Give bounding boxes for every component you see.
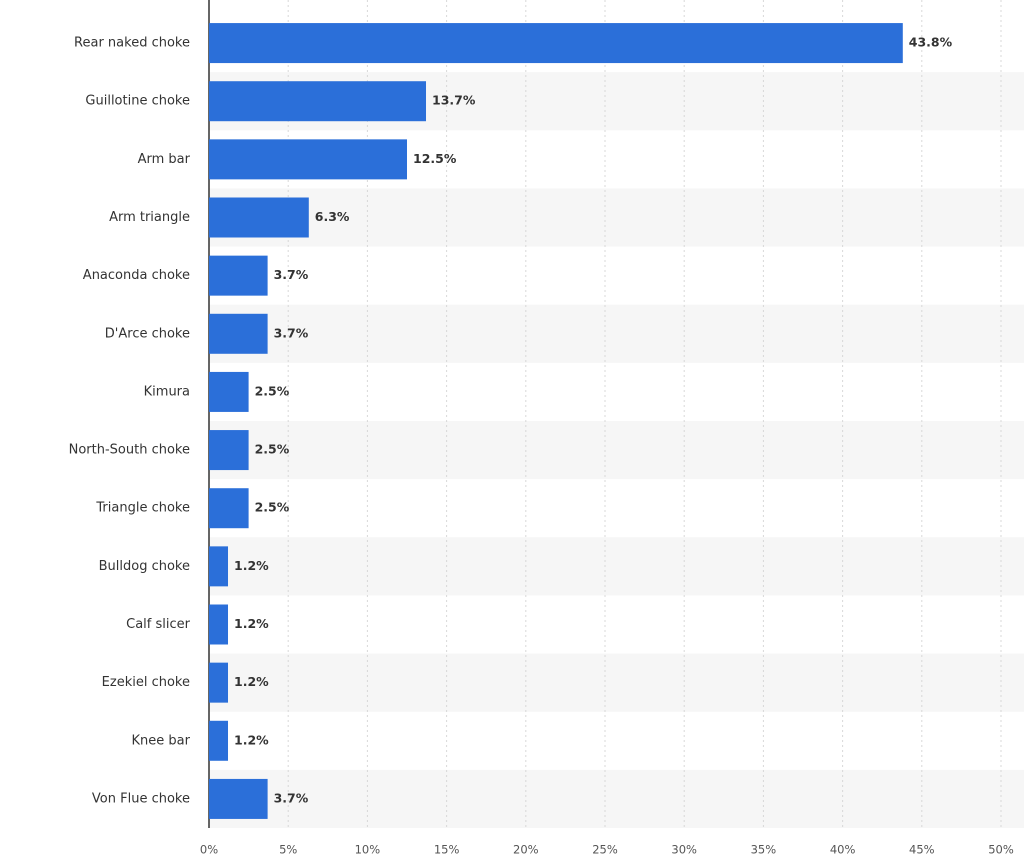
x-tick-label: 35% (751, 843, 777, 857)
row-band (209, 769, 1024, 828)
bar (209, 255, 268, 296)
value-label: 3.7% (274, 325, 309, 340)
x-tick-label: 50% (988, 843, 1014, 857)
y-tick-label: Ezekiel choke (102, 675, 190, 690)
bar (209, 662, 229, 703)
bar (209, 371, 249, 412)
value-label: 1.2% (234, 616, 269, 631)
value-label: 3.7% (274, 790, 309, 805)
value-label: 3.7% (274, 267, 309, 282)
y-tick-label: Triangle choke (95, 501, 190, 516)
y-tick-label: D'Arce choke (105, 326, 190, 341)
x-tick-label: 0% (200, 843, 218, 857)
bar (209, 81, 427, 122)
value-label: 12.5% (413, 151, 457, 166)
y-tick-label: Kimura (144, 384, 190, 399)
x-tick-label: 10% (355, 843, 381, 857)
value-label: 43.8% (909, 35, 953, 50)
y-tick-label: Von Flue choke (92, 791, 190, 806)
value-label: 13.7% (432, 93, 476, 108)
bar (209, 23, 903, 64)
bar (209, 197, 309, 238)
y-tick-label: North-South choke (69, 443, 190, 458)
row-band (209, 537, 1024, 596)
y-tick-label: Rear naked choke (74, 36, 190, 51)
bar (209, 488, 249, 529)
x-tick-label: 45% (909, 843, 935, 857)
x-tick-label: 40% (830, 843, 856, 857)
value-label: 1.2% (234, 674, 269, 689)
row-band (209, 188, 1024, 247)
x-tick-label: 20% (513, 843, 539, 857)
x-tick-label: 25% (592, 843, 618, 857)
value-label: 2.5% (255, 500, 290, 515)
value-label: 1.2% (234, 732, 269, 747)
bar (209, 604, 229, 645)
y-tick-label: Arm bar (138, 152, 191, 167)
row-band (209, 653, 1024, 712)
y-tick-label: Calf slicer (126, 617, 191, 632)
y-tick-label: Guillotine choke (85, 94, 190, 109)
bar (209, 313, 268, 354)
value-label: 1.2% (234, 558, 269, 573)
bar (209, 778, 268, 819)
row-band (209, 304, 1024, 363)
x-tick-label: 15% (434, 843, 460, 857)
bar (209, 139, 407, 180)
y-tick-label: Anaconda choke (83, 268, 190, 283)
x-tick-label: 30% (671, 843, 697, 857)
x-tick-label: 5% (279, 843, 297, 857)
value-label: 2.5% (255, 442, 290, 457)
value-label: 6.3% (315, 209, 350, 224)
value-label: 2.5% (255, 383, 290, 398)
bar (209, 546, 229, 587)
y-tick-label: Arm triangle (109, 210, 190, 225)
y-tick-label: Bulldog choke (99, 559, 190, 574)
bar (209, 720, 229, 761)
row-band (209, 421, 1024, 480)
y-tick-label: Knee bar (132, 733, 191, 748)
bar (209, 430, 249, 471)
